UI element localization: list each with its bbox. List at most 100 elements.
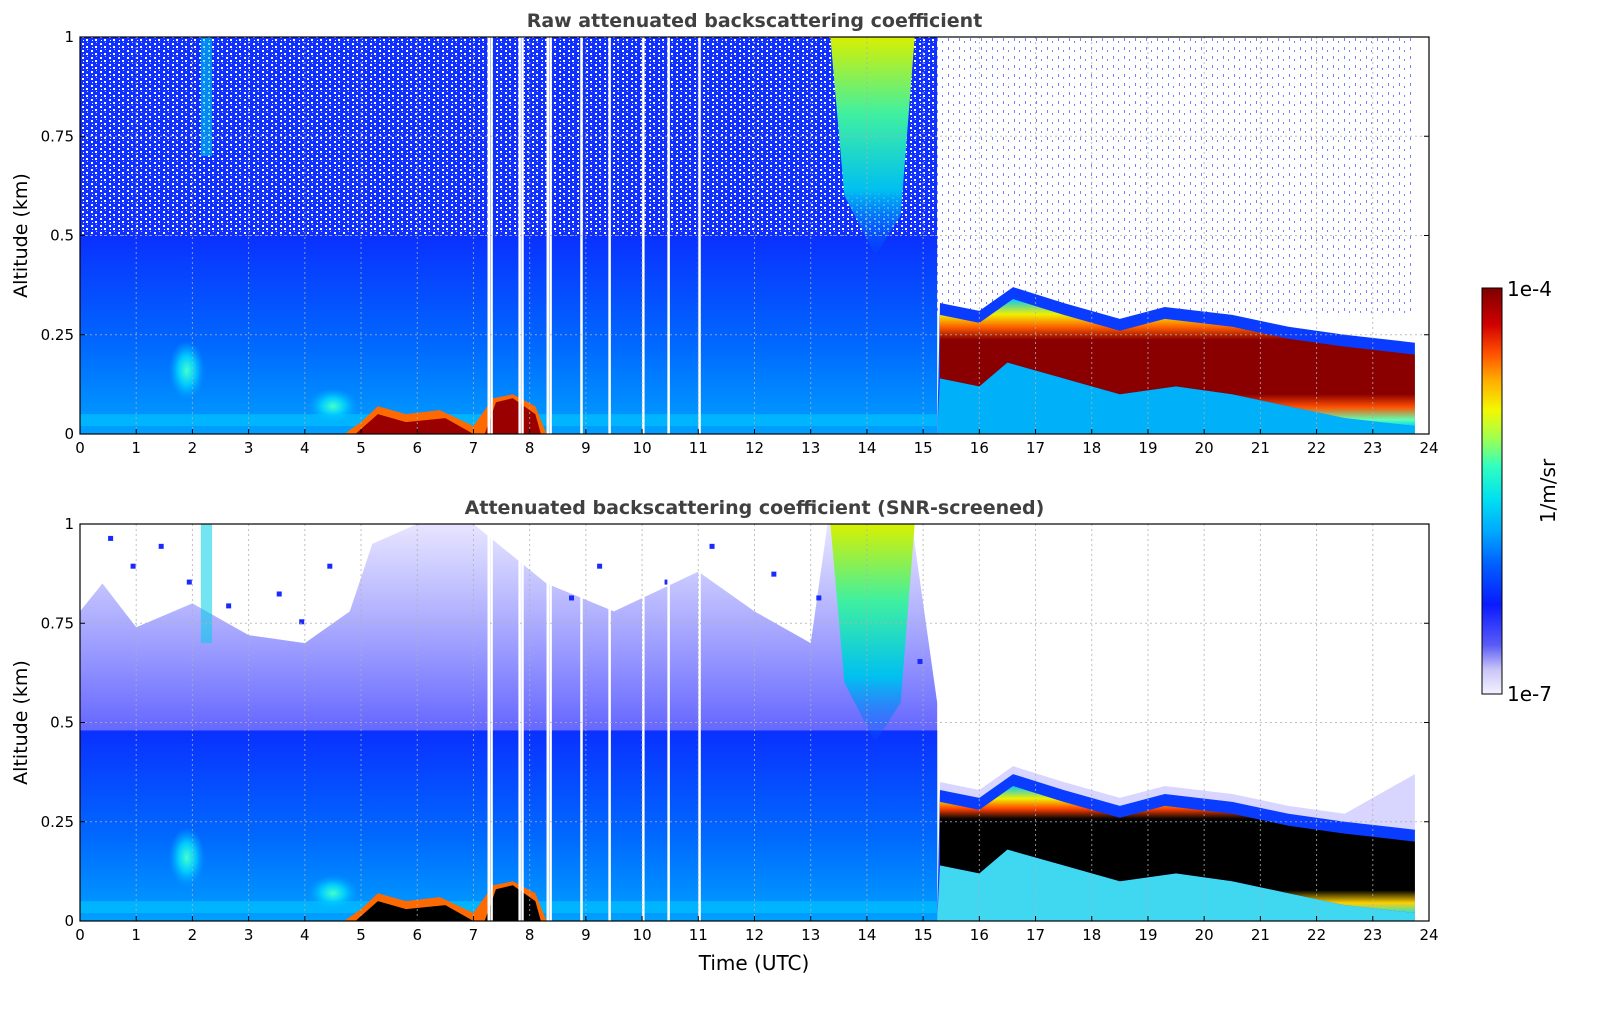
missing-data-gap [698, 37, 701, 434]
colorbar-bar [1481, 287, 1503, 695]
y-tick-label: 0.5 [50, 227, 74, 245]
x-tick-label: 6 [412, 926, 422, 944]
x-tick-label: 2 [188, 439, 198, 457]
missing-data-gap [518, 524, 521, 921]
grid [80, 524, 1429, 921]
x-tick-label: 3 [244, 439, 254, 457]
x-tick-label: 11 [689, 439, 708, 457]
x-tick-label: 24 [1419, 439, 1438, 457]
x-tick-label: 6 [412, 439, 422, 457]
x-tick-label: 1 [131, 439, 141, 457]
x-tick-label: 4 [300, 926, 310, 944]
x-tick-label: 19 [1138, 926, 1157, 944]
missing-data-gap [487, 37, 491, 434]
missing-data-gap [608, 37, 611, 434]
y-axis-label: Altitude (km) [10, 660, 32, 785]
x-tick-label: 1 [131, 926, 141, 944]
fog-layer-core [484, 398, 541, 434]
x-tick-label: 22 [1307, 439, 1326, 457]
x-tick-label: 21 [1251, 439, 1270, 457]
missing-data-gap [521, 524, 524, 921]
grid [80, 37, 1429, 434]
missing-data-gap [698, 524, 701, 921]
screened-speckle [158, 543, 164, 549]
chart-title: Attenuated backscattering coefficient (S… [465, 497, 1045, 519]
x-tick-label: 18 [1082, 926, 1101, 944]
screened-speckle [709, 543, 715, 549]
y-tick-label: 0.25 [41, 813, 74, 831]
screened-speckle [917, 658, 923, 664]
x-tick-label: 14 [857, 926, 876, 944]
missing-data-gap [667, 37, 670, 434]
screened-speckle [816, 595, 822, 601]
x-tick-label: 11 [689, 926, 708, 944]
x-tick-label: 24 [1419, 926, 1438, 944]
aerosol-blob [168, 827, 205, 888]
screened-speckle [299, 619, 305, 625]
screened-speckle [130, 563, 136, 569]
y-tick-label: 0 [64, 425, 74, 443]
fog-layer-core [484, 885, 541, 921]
colorbar-bottom-label: 1e-7 [1507, 682, 1552, 706]
y-tick-label: 0.5 [50, 714, 74, 732]
stratus-layer [939, 299, 1415, 427]
x-tick-label: 2 [188, 926, 198, 944]
screened-speckle [186, 579, 192, 585]
sparse-noise-region [937, 37, 1415, 315]
x-tick-label: 7 [469, 439, 479, 457]
panel-1: 0 1 2 3 4 5 6 7 8 9 10 11 12 13 14 15 16 17 18 19 20 21 22 23 24… [10, 10, 1439, 457]
x-tick-label: 18 [1082, 439, 1101, 457]
screened-speckle [226, 603, 232, 609]
fog-layer-core [355, 901, 474, 921]
y-tick-label: 0.25 [41, 326, 74, 344]
y-tick-label: 1 [64, 515, 74, 533]
missing-data-gap [546, 37, 550, 434]
x-tick-label: 5 [356, 439, 366, 457]
x-tick-label: 5 [356, 926, 366, 944]
chart-title: Raw attenuated backscattering coefficien… [527, 10, 983, 32]
aerosol-column [200, 524, 213, 644]
missing-data-gap [487, 524, 491, 921]
x-tick-label: 15 [914, 439, 933, 457]
x-tick-label: 14 [857, 439, 876, 457]
x-tick-label: 20 [1195, 926, 1214, 944]
x-tick-label: 19 [1138, 439, 1157, 457]
stratus-layer [939, 786, 1415, 914]
noise-speckle-region [80, 37, 938, 256]
x-tick-label: 17 [1026, 439, 1045, 457]
x-tick-label: 8 [525, 926, 535, 944]
x-tick-label: 21 [1251, 926, 1270, 944]
x-tick-label: 8 [525, 439, 535, 457]
x-tick-label: 10 [633, 926, 652, 944]
x-tick-label: 10 [633, 439, 652, 457]
colorbar-label: 1/m/sr [1536, 458, 1560, 523]
x-tick-label: 3 [244, 926, 254, 944]
precipitation-shaft [830, 524, 915, 743]
x-tick-label: 0 [75, 926, 85, 944]
x-axis-label: Time (UTC) [698, 951, 810, 975]
x-tick-label: 0 [75, 439, 85, 457]
x-tick-label: 12 [745, 926, 764, 944]
y-axis-label: Altitude (km) [10, 173, 32, 298]
missing-data-gap [546, 524, 550, 921]
x-tick-label: 17 [1026, 926, 1045, 944]
fog-layer-core [355, 414, 474, 434]
chart-layers: 0 1 2 3 4 5 6 7 8 9 10 11 12 13 14 15 16 17 18 19 20 21 22 23 24… [10, 10, 1560, 975]
x-tick-label: 23 [1363, 926, 1382, 944]
panel-2: 0 1 2 3 4 5 6 7 8 9 10 11 12 13 14 15 16 17 18 19 20 21 22 23 24… [10, 497, 1439, 944]
screened-speckle [276, 591, 282, 597]
missing-data-gap [642, 524, 645, 921]
x-tick-label: 15 [914, 926, 933, 944]
x-tick-label: 20 [1195, 439, 1214, 457]
x-tick-label: 4 [300, 439, 310, 457]
aerosol-column [200, 37, 213, 157]
precipitation-shaft [830, 37, 915, 256]
missing-data-gap [518, 37, 521, 434]
missing-data-gap [521, 37, 524, 434]
y-tick-label: 0 [64, 912, 74, 930]
screened-speckle [771, 571, 777, 577]
x-tick-label: 12 [745, 439, 764, 457]
colorbar-top-label: 1e-4 [1507, 277, 1552, 301]
screened-speckle [327, 563, 333, 569]
